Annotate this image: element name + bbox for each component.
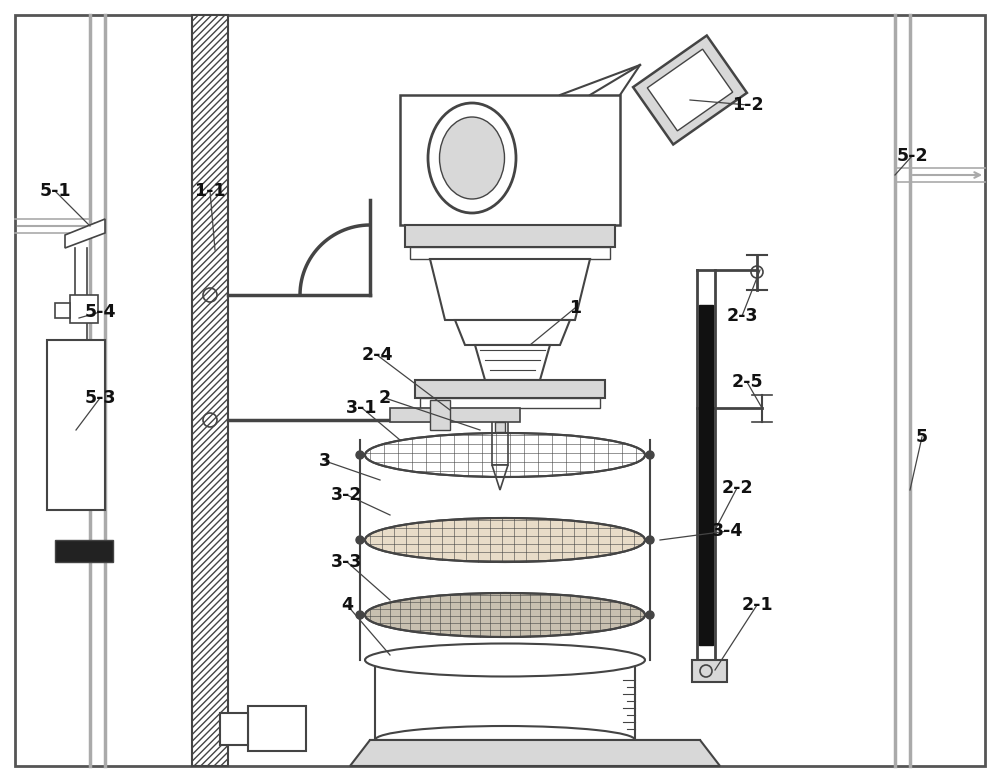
Text: 5-2: 5-2 [896, 147, 928, 165]
Bar [192, 15, 228, 766]
Text: 4: 4 [341, 596, 353, 614]
Circle shape [646, 611, 654, 619]
Bar [400, 95, 620, 225]
Ellipse shape [440, 117, 505, 199]
Text: 3: 3 [319, 452, 331, 470]
Text: 2: 2 [379, 389, 391, 407]
Text: 1-1: 1-1 [194, 182, 226, 200]
Text: 3-3: 3-3 [331, 553, 363, 571]
Bar [692, 660, 727, 682]
Text: 1: 1 [569, 299, 581, 317]
Bar [699, 305, 713, 645]
Polygon shape [633, 35, 747, 144]
Bar [492, 420, 508, 465]
Bar [415, 380, 605, 398]
Bar [420, 398, 600, 408]
Text: 3-2: 3-2 [331, 486, 363, 504]
Circle shape [356, 451, 364, 459]
Text: 2-2: 2-2 [721, 479, 753, 497]
Bar [410, 247, 610, 259]
Polygon shape [475, 345, 550, 380]
Ellipse shape [365, 518, 645, 562]
Text: 3-1: 3-1 [346, 399, 378, 417]
Text: 2-5: 2-5 [731, 373, 763, 391]
Bar [70, 295, 98, 323]
Ellipse shape [365, 433, 645, 477]
Text: 2-4: 2-4 [361, 346, 393, 364]
Polygon shape [647, 49, 733, 131]
Text: 3-4: 3-4 [712, 522, 744, 540]
Text: 5-1: 5-1 [39, 182, 71, 200]
Text: 1-2: 1-2 [732, 96, 764, 114]
Bar [405, 225, 615, 247]
Ellipse shape [428, 103, 516, 213]
Circle shape [356, 536, 364, 544]
Bar [390, 408, 520, 422]
Polygon shape [492, 465, 508, 490]
Ellipse shape [365, 644, 645, 676]
Bar [55, 303, 70, 318]
Circle shape [356, 611, 364, 619]
Text: 5-3: 5-3 [84, 389, 116, 407]
Text: 5: 5 [916, 428, 928, 446]
Polygon shape [430, 259, 590, 320]
Polygon shape [350, 740, 720, 766]
Bar [248, 706, 306, 751]
Bar [47, 340, 105, 510]
Text: 2-3: 2-3 [726, 307, 758, 325]
Bar [430, 400, 450, 430]
Polygon shape [455, 320, 570, 345]
Text: 5-4: 5-4 [84, 303, 116, 321]
Polygon shape [65, 219, 105, 248]
Bar [370, 740, 700, 760]
Circle shape [646, 536, 654, 544]
Ellipse shape [365, 593, 645, 637]
Circle shape [646, 451, 654, 459]
Bar [495, 422, 505, 432]
Bar [220, 713, 248, 745]
Ellipse shape [375, 726, 635, 754]
Text: 2-1: 2-1 [741, 596, 773, 614]
Bar [55, 540, 113, 562]
